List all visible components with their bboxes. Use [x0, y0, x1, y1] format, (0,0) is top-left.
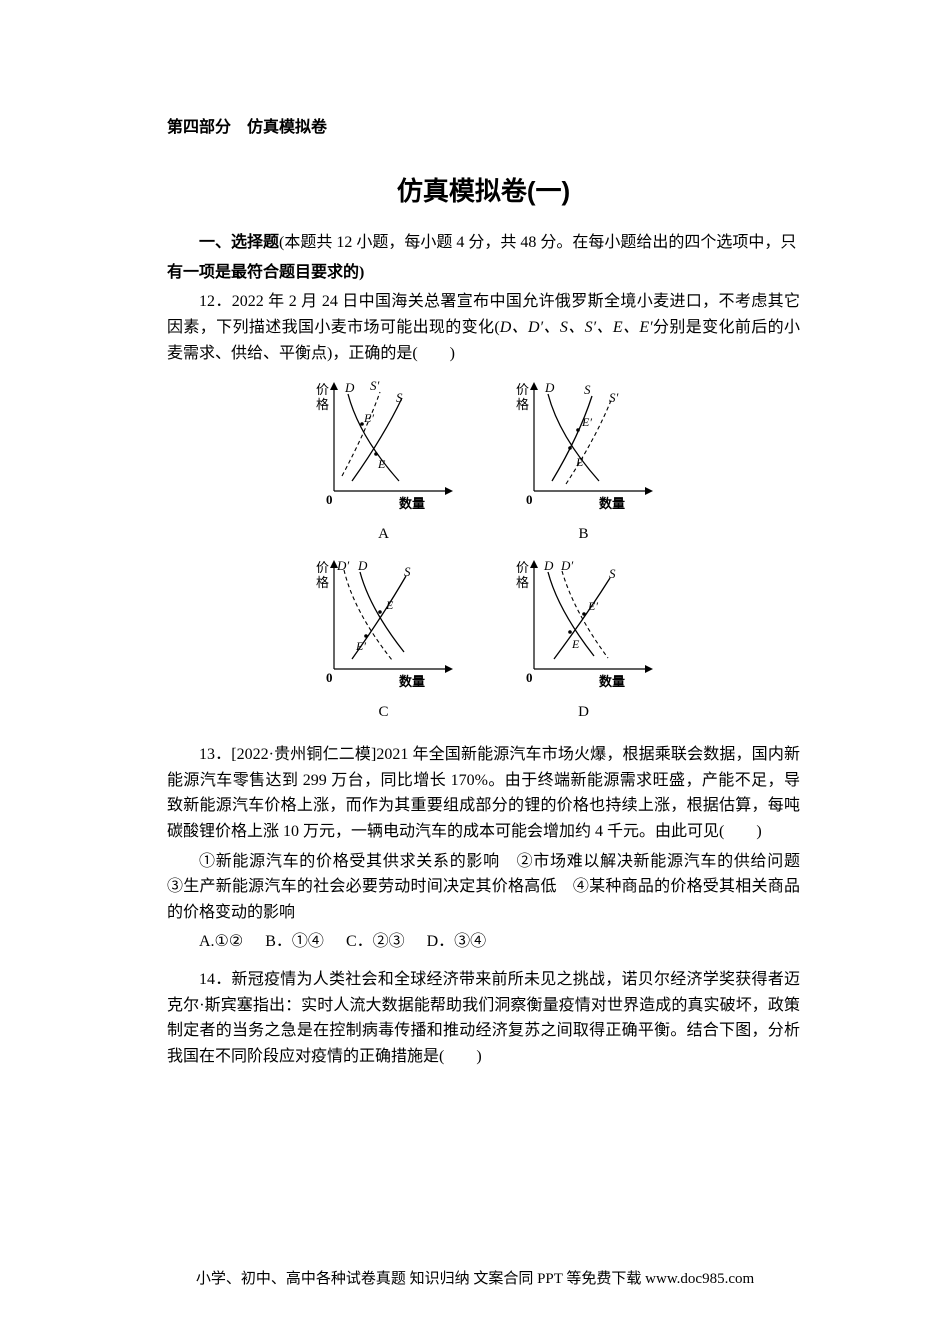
- x-arrow-icon: [645, 487, 653, 495]
- y-arrow-icon: [330, 382, 338, 390]
- q13-opt-a: A.①②: [199, 933, 243, 950]
- section-header: 第四部分 仿真模拟卷: [167, 115, 800, 141]
- label-s: S: [404, 564, 411, 579]
- x-axis-label: 数量: [399, 496, 425, 511]
- chart-b-svg: 价 格 0 数量 D S S′: [504, 376, 664, 516]
- q13-opt-d: D．③④: [427, 933, 487, 950]
- y-axis-label: 价: [316, 382, 329, 397]
- chart-b-label: B: [578, 522, 588, 546]
- curve-s: [552, 396, 592, 481]
- origin-label: 0: [526, 492, 533, 507]
- label-s: S: [609, 566, 616, 581]
- chart-c: 价 格 0 数量 D D′ S: [304, 554, 464, 724]
- q13-opt-b: B．①④: [265, 933, 324, 950]
- curve-dp: [344, 570, 392, 660]
- label-d: D: [357, 558, 368, 573]
- label-sp: S′: [609, 390, 619, 405]
- chart-d: 价 格 0 数量 D D′ S: [504, 554, 664, 724]
- x-arrow-icon: [445, 665, 453, 673]
- y-axis-label: 价: [516, 382, 529, 397]
- label-e: E: [575, 455, 584, 469]
- q13-text: 13．[2022·贵州铜仁二模]2021 年全国新能源汽车市场火爆，根据乘联会数…: [167, 742, 800, 844]
- label-ep: E′: [355, 639, 366, 653]
- label-s: S: [584, 382, 591, 397]
- instructions-text: (本题共 12 小题，每小题 4 分，共 48 分。在每小题给出的四个选项中，只: [279, 234, 796, 251]
- chart-b: 价 格 0 数量 D S S′: [504, 376, 664, 546]
- x-axis-label: 数量: [599, 496, 625, 511]
- curve-d: [548, 394, 599, 481]
- curve-s: [352, 398, 402, 481]
- chart-row-2: 价 格 0 数量 D D′ S: [167, 554, 800, 724]
- curve-sp: [566, 398, 612, 484]
- page-footer: 小学、初中、高中各种试卷真题 知识归纳 文案合同 PPT 等免费下载 www.d…: [0, 1267, 950, 1288]
- y-arrow-icon: [530, 382, 538, 390]
- point-e: [378, 610, 382, 614]
- point-e: [568, 446, 572, 450]
- x-axis-label: 数量: [599, 674, 625, 689]
- y-axis-label: 价: [516, 560, 529, 575]
- chart-c-svg: 价 格 0 数量 D D′ S: [304, 554, 464, 694]
- label-sp: S′: [370, 378, 380, 393]
- point-ep: [576, 428, 580, 432]
- chart-d-svg: 价 格 0 数量 D D′ S: [504, 554, 664, 694]
- chart-c-label: C: [378, 700, 388, 724]
- label-ep: E′: [363, 411, 374, 425]
- label-ep: E′: [581, 415, 592, 429]
- instructions-prefix: 一、选择题: [199, 234, 279, 251]
- chart-d-label: D: [578, 700, 589, 724]
- curve-d: [360, 572, 404, 652]
- page-content: 第四部分 仿真模拟卷 仿真模拟卷(一) 一、选择题(本题共 12 小题，每小题 …: [0, 0, 950, 1069]
- chart-a: 价 格 0 数量 D S S′: [304, 376, 464, 546]
- x-arrow-icon: [645, 665, 653, 673]
- point-e: [568, 630, 572, 634]
- point-ep: [364, 634, 368, 638]
- curve-d: [348, 394, 399, 481]
- curve-d: [548, 572, 594, 656]
- label-e: E: [377, 457, 386, 471]
- q12-vars: D、D′、S、S′、E、E′: [500, 319, 653, 336]
- point-e: [374, 452, 378, 456]
- instructions-line: 一、选择题(本题共 12 小题，每小题 4 分，共 48 分。在每小题给出的四个…: [167, 230, 800, 256]
- label-d: D: [344, 380, 355, 395]
- label-e: E: [385, 598, 394, 612]
- q12-text: 12．2022 年 2 月 24 日中国海关总署宣布中国允许俄罗斯全境小麦进口，…: [167, 289, 800, 366]
- q13-options: A.①② B．①④ C．②③ D．③④: [167, 929, 800, 955]
- y-axis-label2: 格: [516, 397, 529, 412]
- label-d: D: [544, 380, 555, 395]
- y-axis-label2: 格: [316, 397, 329, 412]
- y-arrow-icon: [530, 560, 538, 568]
- label-d: D: [543, 558, 554, 573]
- point-ep: [582, 612, 586, 616]
- y-axis-label2: 格: [316, 575, 329, 590]
- label-e: E: [571, 637, 580, 651]
- label-dp: D′: [336, 558, 349, 573]
- charts-grid: 价 格 0 数量 D S S′: [167, 376, 800, 724]
- x-axis-label: 数量: [399, 674, 425, 689]
- origin-label: 0: [526, 670, 533, 685]
- chart-a-label: A: [378, 522, 389, 546]
- chart-row-1: 价 格 0 数量 D S S′: [167, 376, 800, 546]
- origin-label: 0: [326, 670, 333, 685]
- y-axis-label: 价: [316, 560, 329, 575]
- q13-opt-c: C．②③: [346, 933, 405, 950]
- label-dp: D′: [560, 558, 573, 573]
- chart-a-svg: 价 格 0 数量 D S S′: [304, 376, 464, 516]
- origin-label: 0: [326, 492, 333, 507]
- x-arrow-icon: [445, 487, 453, 495]
- q14-text: 14．新冠疫情为人类社会和全球经济带来前所未见之挑战，诺贝尔经济学奖获得者迈克尔…: [167, 967, 800, 1069]
- label-s: S: [396, 390, 403, 405]
- instructions-line2: 有一项是最符合题目要求的): [167, 260, 800, 286]
- label-ep: E′: [587, 599, 598, 613]
- y-axis-label2: 格: [516, 575, 529, 590]
- q13-stems: ①新能源汽车的价格受其供求关系的影响 ②市场难以解决新能源汽车的供给问题 ③生产…: [167, 849, 800, 926]
- main-title: 仿真模拟卷(一): [167, 171, 800, 213]
- curve-sp: [342, 392, 380, 476]
